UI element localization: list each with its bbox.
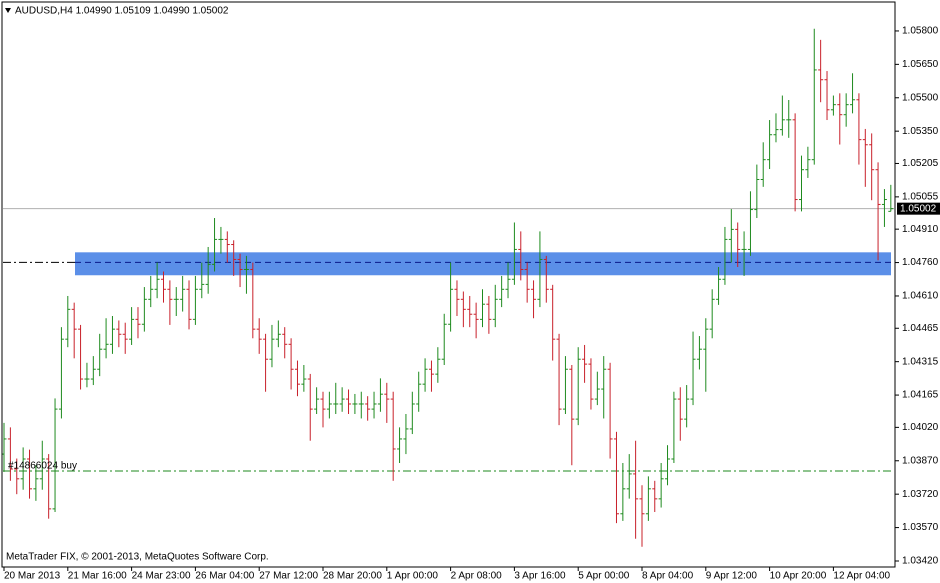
y-tick-label: 1.05350 bbox=[902, 126, 939, 137]
x-tick-label: 9 Apr 12:00 bbox=[706, 571, 758, 582]
x-tick-label: 1 Apr 00:00 bbox=[387, 571, 439, 582]
y-tick-label: 1.04020 bbox=[902, 422, 939, 433]
y-tick-label: 1.05800 bbox=[902, 26, 939, 37]
y-tick-label: 1.03570 bbox=[902, 522, 939, 533]
support-zone bbox=[75, 252, 891, 276]
chart-title: AUDUSD,H4 1.04990 1.05109 1.04990 1.0500… bbox=[15, 6, 229, 17]
y-tick-label: 1.05205 bbox=[902, 158, 939, 169]
x-tick-label: 5 Apr 00:00 bbox=[578, 571, 630, 582]
y-tick-label: 1.04760 bbox=[902, 257, 939, 268]
y-tick-label: 1.04910 bbox=[902, 224, 939, 235]
y-tick-label: 1.04315 bbox=[902, 356, 939, 367]
y-tick-label: 1.05650 bbox=[902, 59, 939, 70]
x-tick-label: 24 Mar 23:00 bbox=[132, 571, 191, 582]
x-tick-label: 2 Apr 08:00 bbox=[451, 571, 503, 582]
x-tick-label: 20 Mar 2013 bbox=[4, 571, 61, 582]
y-tick-label: 1.03420 bbox=[902, 556, 939, 567]
x-tick-label: 27 Mar 12:00 bbox=[259, 571, 318, 582]
y-tick-label: 1.03870 bbox=[902, 455, 939, 466]
x-tick-label: 3 Apr 16:00 bbox=[514, 571, 566, 582]
y-tick-label: 1.04610 bbox=[902, 291, 939, 302]
order-label: #14866024 buy bbox=[8, 461, 77, 472]
x-tick-label: 26 Mar 04:00 bbox=[195, 571, 254, 582]
x-tick-label: 12 Apr 04:00 bbox=[833, 571, 890, 582]
x-tick-label: 28 Mar 20:00 bbox=[323, 571, 382, 582]
y-tick-label: 1.05500 bbox=[902, 92, 939, 103]
y-tick-label: 1.03720 bbox=[902, 489, 939, 500]
x-tick-label: 21 Mar 16:00 bbox=[68, 571, 127, 582]
plot-frame bbox=[1, 1, 896, 568]
last-price-label: 1.05002 bbox=[900, 203, 937, 214]
bars-layer bbox=[1, 28, 894, 547]
last-price-box bbox=[897, 202, 940, 215]
y-tick-label: 1.04465 bbox=[902, 323, 939, 334]
x-tick-label: 10 Apr 20:00 bbox=[770, 571, 827, 582]
y-tick-label: 1.05055 bbox=[902, 192, 939, 203]
y-tick-label: 1.04165 bbox=[902, 390, 939, 401]
x-tick-label: 8 Apr 04:00 bbox=[642, 571, 694, 582]
front-layer: 1.05800 1.05650 1.05500 1.05350 1.05205 1.050… bbox=[3, 26, 940, 582]
footer-text: MetaTrader FIX, © 2001-2013, MetaQuotes … bbox=[6, 552, 269, 563]
background-layer bbox=[3, 208, 894, 472]
title-icon bbox=[5, 8, 11, 13]
